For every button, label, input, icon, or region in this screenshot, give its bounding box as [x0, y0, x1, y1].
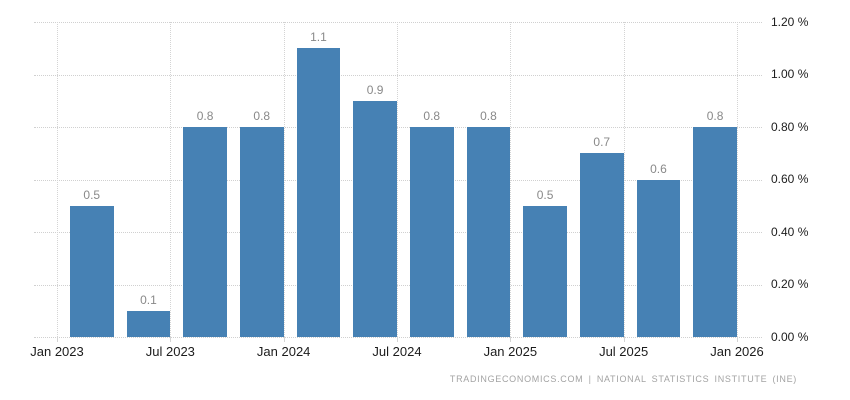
bar-value-label: 0.8 [423, 109, 441, 123]
x-axis-tick [397, 337, 398, 342]
bar-2023-q3[interactable] [183, 127, 227, 337]
bar-2024-q3[interactable] [410, 127, 454, 337]
x-gridline [510, 22, 512, 337]
y-gridline [34, 74, 762, 76]
bar-2025-q2[interactable] [580, 153, 624, 337]
y-axis-label: 0.60 % [771, 172, 809, 186]
x-axis-tick [170, 337, 172, 342]
x-gridline [737, 22, 738, 337]
y-gridline [34, 284, 762, 286]
bar-value-label: 1.1 [310, 30, 327, 45]
bar-2023-q4[interactable] [240, 127, 284, 337]
bar-value-label: 0.7 [593, 135, 611, 150]
y-gridline [34, 337, 762, 338]
y-gridline [34, 22, 762, 23]
y-axis-label: 1.00 % [771, 67, 809, 81]
x-axis-label: Jul 2024 [372, 344, 422, 359]
bar-value-label: 0.9 [366, 82, 384, 97]
x-axis-label: Jul 2023 [145, 344, 195, 359]
bar-2023-q2[interactable] [126, 310, 171, 337]
y-axis-label: 0.20 % [771, 277, 809, 291]
x-gridline [57, 22, 58, 337]
bar-value-label: 0.5 [83, 187, 101, 202]
bar-value-label: 0.5 [536, 187, 554, 202]
bar-2023-q1[interactable] [70, 205, 114, 337]
x-axis-tick [57, 337, 58, 342]
bar-2025-q3[interactable] [636, 179, 681, 337]
x-axis-label: Jan 2024 [256, 344, 311, 359]
bar-2025-q1[interactable] [523, 205, 567, 337]
bar-2024-q4[interactable] [466, 127, 511, 337]
y-axis-label: 1.20 % [771, 14, 809, 29]
bar-2025-q4[interactable] [693, 127, 737, 337]
bar-2024-q1[interactable] [296, 48, 341, 337]
bar-value-label: 0.6 [650, 161, 667, 176]
source-credit: TRADINGECONOMICS.COM | NATIONAL STATISTI… [449, 374, 797, 384]
y-axis-label: 0.80 % [771, 119, 809, 134]
bar-value-label: 0.8 [480, 109, 497, 123]
x-gridline [283, 22, 285, 337]
x-axis-tick [737, 337, 738, 342]
y-gridline [34, 127, 762, 128]
y-gridline [34, 232, 762, 233]
x-axis-label: Jan 2023 [30, 344, 84, 359]
bar-value-label: 0.8 [196, 109, 214, 123]
bar-value-label: 0.8 [706, 109, 724, 123]
bar-value-label: 0.8 [253, 109, 271, 123]
x-axis-label: Jul 2025 [599, 344, 649, 359]
y-axis-label: 0.00 % [771, 329, 809, 344]
x-axis-tick [510, 337, 512, 342]
y-gridline [34, 179, 762, 181]
x-axis-label: Jan 2025 [483, 344, 538, 359]
bar-value-label: 0.1 [140, 292, 157, 307]
x-gridline [397, 22, 398, 337]
y-axis-label: 0.40 % [771, 224, 809, 239]
x-axis-tick [623, 337, 625, 342]
bar-2024-q2[interactable] [353, 100, 397, 337]
x-axis-tick [283, 337, 285, 342]
x-gridline [623, 22, 625, 337]
x-axis-label: Jan 2026 [710, 344, 764, 359]
x-gridline [170, 22, 172, 337]
